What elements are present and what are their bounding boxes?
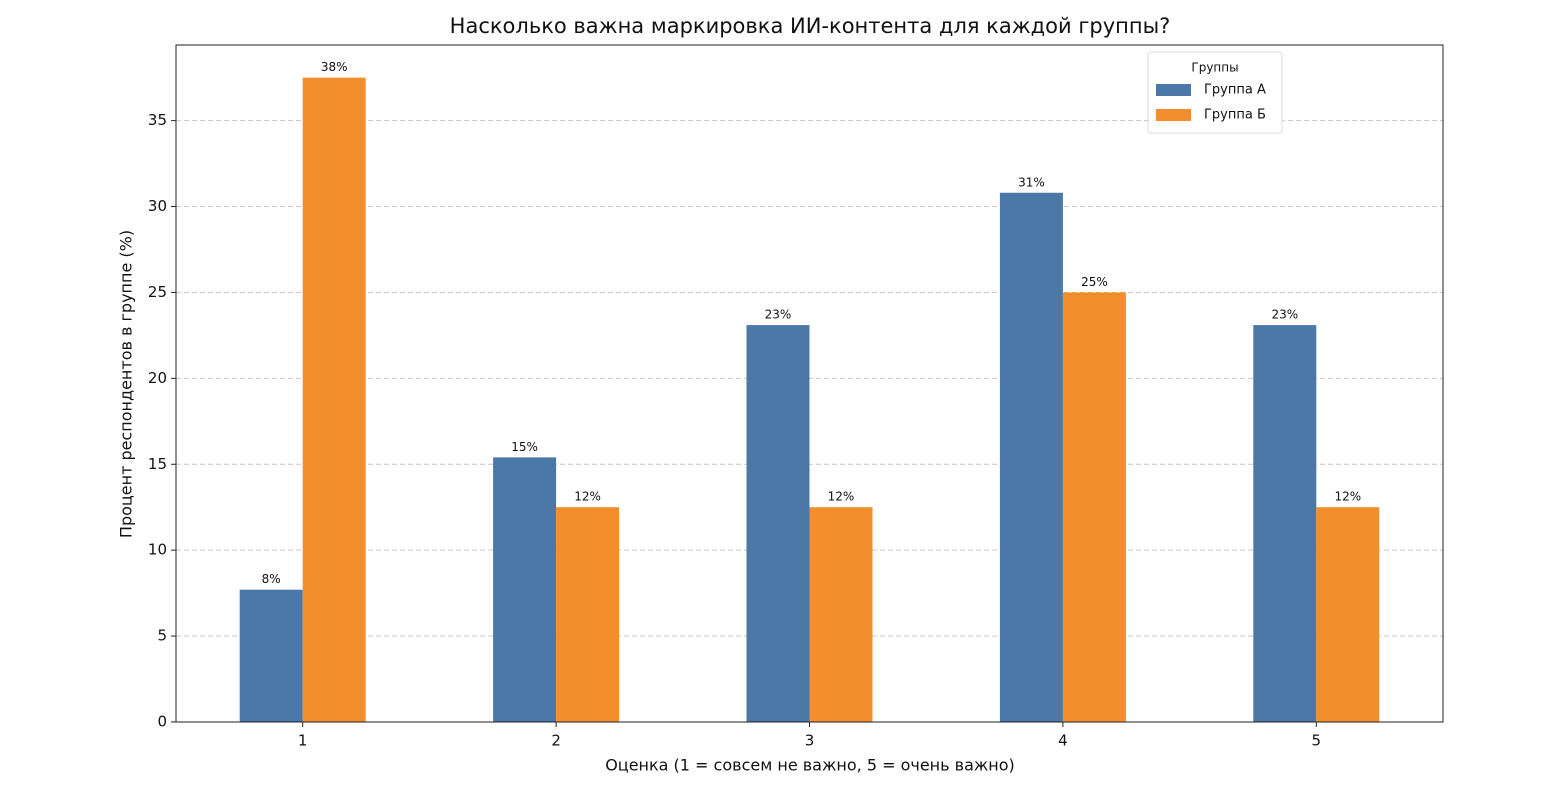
legend-title: Группы [1191,61,1238,75]
x-tick-label: 2 [551,732,561,750]
value-label: 23% [1271,308,1298,322]
x-tick-label: 5 [1312,732,1322,750]
bar [556,507,620,722]
y-tick-label: 20 [148,369,167,387]
x-axis-label: Оценка (1 = совсем не важно, 5 = очень в… [605,756,1015,775]
x-tick-label: 3 [805,732,815,750]
bar [809,507,873,722]
y-tick-label: 30 [148,197,167,215]
plot-frame [175,44,1444,723]
bar [999,192,1063,722]
bar [239,589,303,722]
value-label: 23% [765,308,792,322]
y-axis-label: Процент респондентов в группе (%) [117,230,136,538]
bar [493,457,557,722]
legend-swatch [1156,84,1191,96]
legend-label: Группа Б [1204,108,1266,123]
x-tick-label: 1 [298,732,308,750]
bar [1316,507,1380,722]
bar [746,325,810,722]
y-tick-label: 5 [157,627,167,645]
value-label: 38% [321,60,348,74]
value-label: 12% [828,490,855,504]
y-tick-label: 35 [148,111,167,129]
value-label: 12% [574,490,601,504]
value-label: 31% [1018,175,1045,189]
legend-label: Группа А [1204,83,1266,98]
value-label: 15% [511,440,538,454]
bar [302,77,366,722]
y-tick-label: 10 [148,541,167,559]
y-tick-label: 25 [148,283,167,301]
y-tick-label: 0 [157,713,167,731]
y-tick-label: 15 [148,455,167,473]
legend-swatch [1156,109,1191,121]
bar [1062,292,1126,722]
value-label: 8% [262,572,281,586]
value-label: 12% [1334,490,1361,504]
x-tick-label: 4 [1058,732,1068,750]
bar [1253,325,1317,722]
chart-title: Насколько важна маркировка ИИ-контента д… [450,14,1171,38]
value-label: 25% [1081,275,1108,289]
